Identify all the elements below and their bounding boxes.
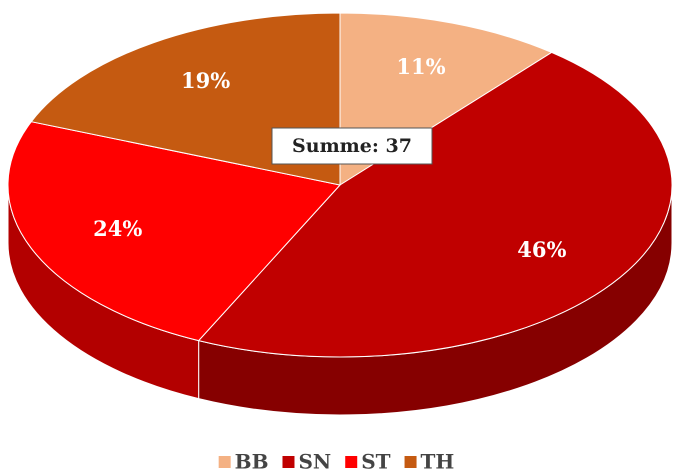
annotation: Summe: 37 — [292, 135, 412, 157]
legend-label: ST — [361, 450, 390, 474]
tops — [7, 12, 673, 358]
legend-swatch — [218, 456, 231, 468]
slice — [197, 51, 673, 358]
annotation-box — [271, 127, 433, 165]
legend-label: BB — [235, 450, 269, 474]
legend-item: TH — [404, 450, 455, 474]
labels: 11% 46% 24% 19% — [93, 54, 566, 262]
legend-swatch — [282, 456, 295, 468]
data-label: 24% — [93, 216, 142, 241]
legend: BB SN ST TH — [218, 450, 455, 474]
legend-label: SN — [298, 450, 331, 474]
data-label: 11% — [396, 54, 445, 79]
legend-item: BB — [218, 450, 269, 474]
slice — [7, 121, 341, 342]
legend-label: TH — [421, 450, 455, 474]
slice — [30, 12, 341, 186]
legend-swatch — [345, 456, 358, 468]
legend-item: SN — [282, 450, 331, 474]
data-label: 46% — [517, 237, 566, 262]
data-label: 19% — [181, 68, 230, 93]
legend-item: ST — [345, 450, 391, 474]
legend-swatch — [404, 456, 417, 468]
